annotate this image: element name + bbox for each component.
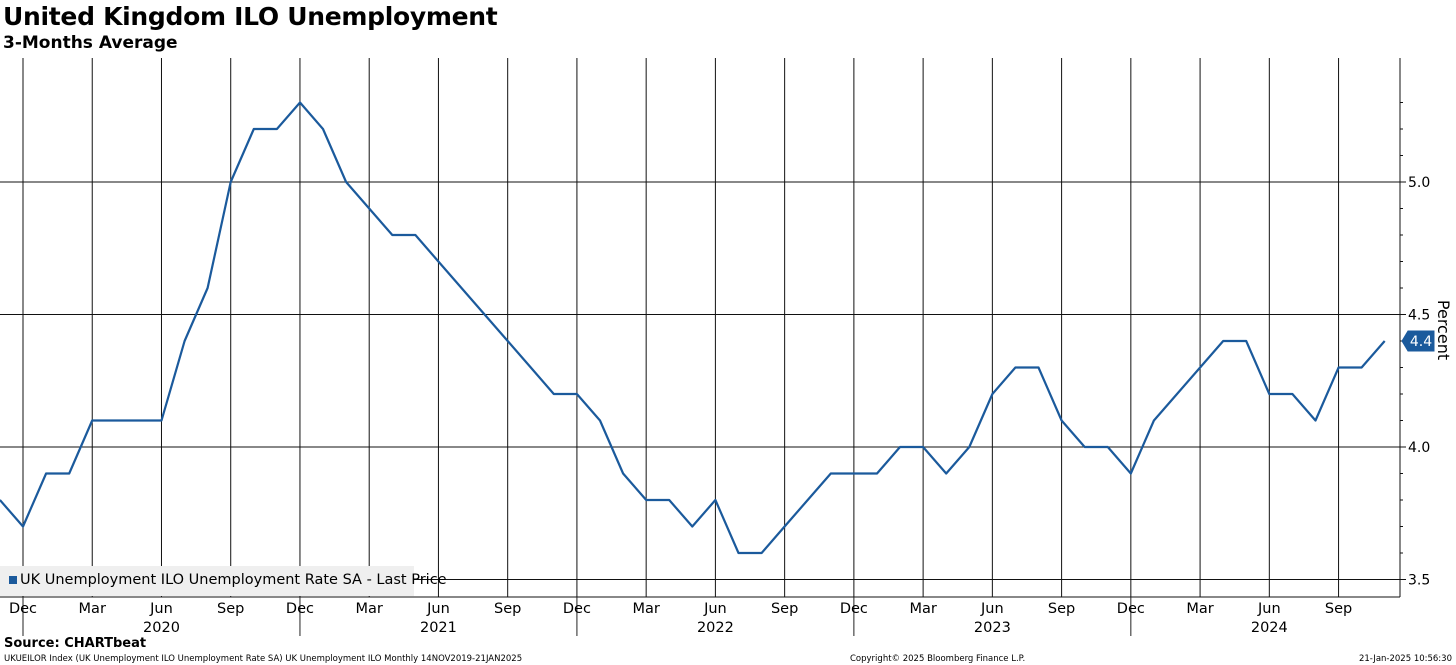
year-separators [22,597,1132,636]
x-tick-label: Dec [840,601,868,617]
chart-title: United Kingdom ILO Unemployment [3,2,498,31]
x-year-label: 2023 [974,620,1011,636]
x-tick-label: Mar [632,601,659,617]
x-tick-label: Sep [771,601,798,617]
x-tick-label: Mar [79,601,106,617]
y-tick-label: 3.5 [1408,573,1430,589]
x-tick-label: Sep [1325,601,1352,617]
x-year-label: 2020 [143,620,180,636]
x-tick-label: Dec [1117,601,1145,617]
chart-subtitle: 3-Months Average [3,33,178,53]
y-tick-label: 4.0 [1408,440,1430,456]
vertical-gridlines [22,58,1340,597]
footer-copyright: Copyright© 2025 Bloomberg Finance L.P. [850,654,1026,664]
y-tick-label: 4.5 [1408,308,1430,324]
footer-ticker-info: UKUEILOR Index (UK Unemployment ILO Unem… [4,654,523,664]
y-axis-label: Percent [1434,300,1453,360]
x-tick-label: Dec [9,601,37,617]
series-group [0,101,1386,555]
x-tick-label: Jun [426,601,450,617]
x-year-label: 2024 [1251,620,1288,636]
series-line [0,101,1386,555]
x-tick-label: Sep [494,601,521,617]
x-tick-label: Jun [149,601,173,617]
x-tick-label: Jun [980,601,1004,617]
x-tick-label: Mar [1186,601,1213,617]
x-tick-label: Mar [909,601,936,617]
x-tick-label: Mar [356,601,383,617]
plot-frame [0,58,1401,598]
source-note: Source: CHARTbeat [4,636,147,651]
x-tick-label: Dec [286,601,314,617]
x-tick-label: Sep [1048,601,1075,617]
legend-swatch [9,576,17,584]
x-year-label: 2022 [697,620,734,636]
footer-timestamp: 21-Jan-2025 10:56:30 [1358,654,1452,664]
x-tick-label: Sep [217,601,244,617]
x-tick-label: Dec [563,601,591,617]
year-labels: 2020 2021 2022 2023 2024 [143,620,1288,636]
last-value-tag [1401,330,1435,352]
last-value-label-group: 4.4 [1401,330,1435,352]
legend-label: UK Unemployment ILO Unemployment Rate SA… [20,572,447,588]
last-value-label: 4.4 [1410,334,1432,350]
y-axis-ticks: 3.5 4.0 4.5 5.0 [1400,102,1430,589]
x-axis-ticks: Dec Mar Jun Sep Dec Mar Jun Sep Dec Mar Jun Sep Dec M… [9,601,1352,617]
x-tick-label: Jun [703,601,727,617]
x-tick-label: Jun [1257,601,1281,617]
y-tick-label: 5.0 [1408,175,1430,191]
legend [0,566,414,596]
x-year-label: 2021 [420,620,457,636]
